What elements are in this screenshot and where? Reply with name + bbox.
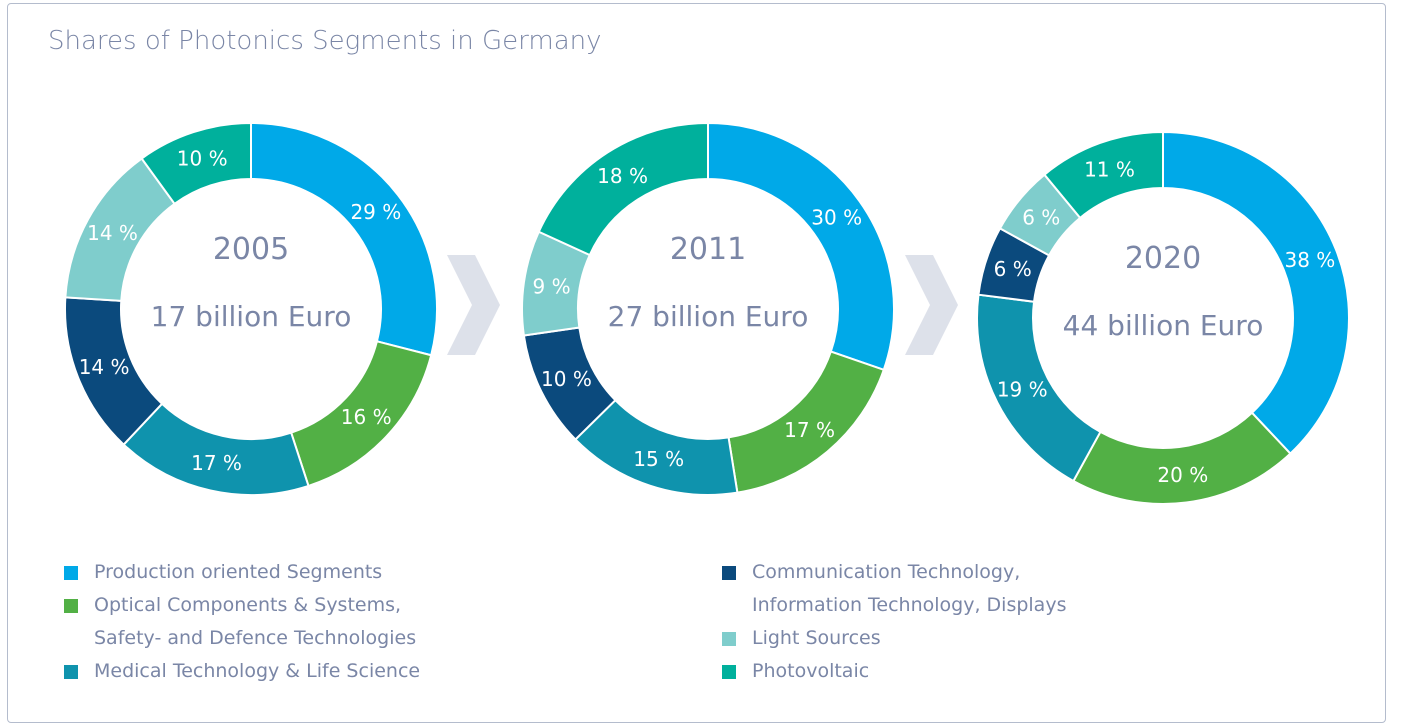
legend-item: Optical Components & Systems, Safety- an… (64, 589, 420, 655)
donut-segment (1162, 130, 1350, 456)
data-label: 15 % (633, 447, 684, 471)
legend-item: Medical Technology & Life Science (64, 655, 420, 688)
data-label: 29 % (350, 200, 401, 224)
data-label: 11 % (1084, 157, 1135, 181)
legend-swatch (64, 599, 78, 613)
legend-swatch (64, 665, 78, 679)
legend-label: Photovoltaic (752, 660, 870, 682)
legend-swatch (722, 566, 736, 580)
donut-segment (250, 121, 438, 357)
data-label: 9 % (533, 275, 571, 299)
donut-segment (707, 121, 895, 372)
legend-label: Production oriented Segments (94, 561, 383, 583)
data-label: 30 % (811, 205, 862, 229)
data-label: 20 % (1157, 463, 1208, 487)
legend-swatch (722, 665, 736, 679)
legend-label: Communication Technology, Information Te… (752, 561, 1067, 616)
chart-title: Shares of Photonics Segments in Germany (48, 26, 602, 56)
legend-label: Medical Technology & Life Science (94, 660, 421, 682)
donut-segment (537, 121, 709, 257)
data-label: 14 % (79, 355, 130, 379)
legend-item: Production oriented Segments (64, 556, 420, 589)
legend-swatch (722, 632, 736, 646)
data-label: 6 % (994, 257, 1032, 281)
center-subtitle: 44 billion Euro (1063, 309, 1264, 342)
legend: Communication Technology, Information Te… (722, 556, 1066, 688)
donut-segment (1043, 130, 1164, 220)
center-title: 2005 (213, 232, 289, 267)
legend-swatch (64, 566, 78, 580)
legend-item: Photovoltaic (722, 655, 1066, 688)
arrow (905, 255, 958, 355)
center-title: 2011 (670, 232, 746, 267)
center-subtitle: 27 billion Euro (608, 300, 809, 333)
legend-label: Light Sources (752, 627, 881, 649)
legend-item: Light Sources (722, 622, 1066, 655)
data-label: 19 % (997, 378, 1048, 402)
legend: Production oriented Segments Optical Comp… (64, 556, 420, 688)
data-label: 10 % (541, 367, 592, 391)
data-label: 6 % (1022, 205, 1060, 229)
data-label: 10 % (177, 147, 228, 171)
data-label: 17 % (191, 451, 242, 475)
data-label: 14 % (87, 221, 138, 245)
data-label: 16 % (341, 405, 392, 429)
center-subtitle: 17 billion Euro (151, 300, 352, 333)
donut-segment (140, 121, 252, 206)
legend-label: Optical Components & Systems, Safety- an… (94, 594, 417, 649)
donut-segment (122, 402, 310, 496)
legend-item: Communication Technology, Information Te… (722, 556, 1066, 622)
data-label: 17 % (784, 418, 835, 442)
arrow (447, 255, 500, 355)
data-label: 38 % (1284, 248, 1335, 272)
donut-segment (1072, 411, 1292, 505)
data-label: 18 % (597, 164, 648, 188)
center-title: 2020 (1125, 241, 1201, 276)
